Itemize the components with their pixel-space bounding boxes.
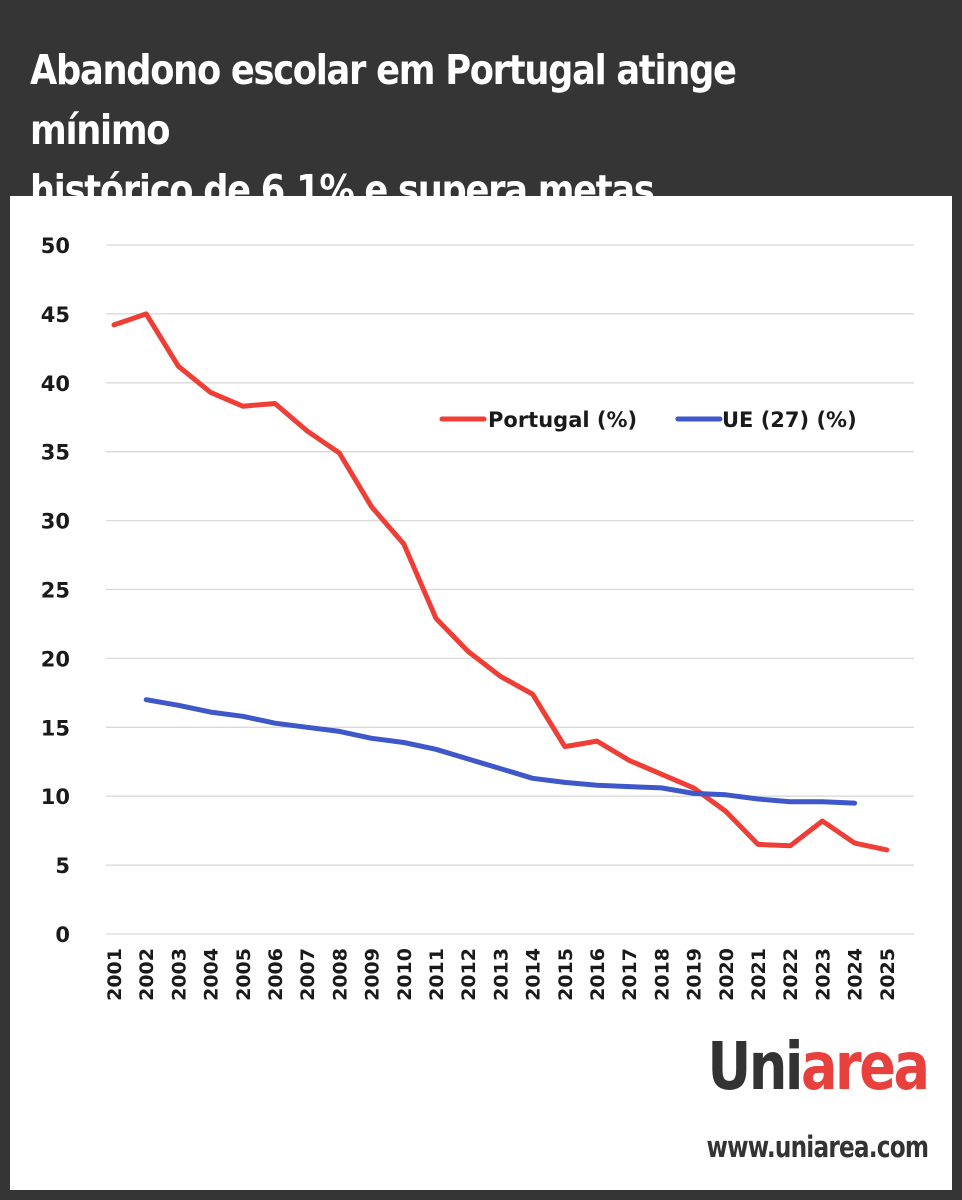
data-point — [885, 848, 889, 852]
data-point — [659, 772, 664, 776]
x-tick-label: 2006 — [265, 948, 287, 1001]
x-tick-label: 2010 — [394, 948, 416, 1001]
data-point — [853, 841, 857, 845]
x-tick-label: 2005 — [233, 948, 255, 1001]
data-point — [466, 649, 470, 654]
x-tick-label: 2019 — [684, 948, 706, 1001]
x-tick-label: 2012 — [458, 948, 480, 1001]
x-tick-label: 2020 — [716, 948, 738, 1001]
data-point — [434, 616, 438, 621]
y-tick-label: 45 — [41, 303, 70, 327]
brand-url: www.uniarea.com — [706, 1130, 929, 1164]
x-tick-label: 2022 — [780, 948, 802, 1001]
data-point — [595, 783, 599, 787]
series-line-ue27 — [143, 697, 858, 806]
data-point — [627, 758, 631, 762]
x-tick-label: 2015 — [555, 948, 577, 1001]
brand-logo: Uniarea — [707, 1028, 931, 1105]
x-tick-label: 2008 — [329, 948, 351, 1001]
x-tick-label: 2024 — [845, 948, 867, 1001]
legend-label: UE (27) (%) — [722, 408, 857, 432]
data-point — [692, 786, 696, 790]
data-point — [209, 710, 213, 714]
data-point — [788, 800, 792, 804]
x-tick-label: 2003 — [168, 948, 190, 1001]
x-tick-label: 2018 — [651, 948, 673, 1001]
data-point — [273, 401, 277, 406]
data-point — [402, 740, 406, 745]
data-point — [402, 542, 406, 546]
x-tick-label: 2007 — [297, 948, 319, 1001]
data-point — [176, 703, 180, 707]
x-tick-label: 2016 — [587, 948, 609, 1001]
data-point — [337, 729, 341, 734]
x-tick-label: 2017 — [619, 948, 641, 1001]
legend-label: Portugal (%) — [488, 408, 637, 432]
brand-name-part2: area — [801, 1028, 930, 1105]
data-point — [241, 404, 245, 408]
y-tick-label: 30 — [41, 510, 70, 534]
x-tick-label: 2013 — [490, 948, 512, 1001]
header: Abandono escolar em Portugal atinge míni… — [0, 0, 962, 274]
data-point — [466, 757, 470, 761]
y-tick-label: 20 — [41, 647, 70, 671]
data-point — [756, 842, 760, 847]
data-point — [692, 791, 696, 796]
data-point — [337, 451, 341, 455]
y-tick-label: 5 — [55, 854, 70, 878]
data-point — [531, 776, 535, 780]
data-point — [595, 739, 599, 743]
data-point — [112, 323, 116, 327]
data-point — [144, 698, 148, 702]
data-point — [627, 784, 631, 789]
y-tick-label: 25 — [41, 579, 70, 603]
data-point — [756, 797, 760, 801]
data-point — [498, 674, 502, 678]
data-point — [241, 714, 245, 718]
y-tick-label: 35 — [41, 441, 70, 465]
data-point — [820, 819, 825, 823]
y-tick-label: 10 — [41, 785, 70, 809]
data-point — [531, 692, 535, 696]
data-point — [305, 725, 309, 729]
data-point — [498, 767, 502, 771]
x-tick-label: 2009 — [362, 948, 384, 1001]
y-tick-label: 40 — [41, 372, 70, 396]
y-tick-label: 0 — [55, 923, 70, 947]
data-point — [659, 786, 664, 790]
data-point — [724, 793, 728, 797]
x-tick-label: 2011 — [426, 948, 448, 1001]
x-tick-label: 2002 — [136, 948, 158, 1001]
data-point — [209, 390, 213, 395]
data-point — [724, 809, 728, 813]
data-point — [563, 744, 567, 749]
data-point — [370, 736, 374, 740]
data-point — [370, 505, 374, 509]
data-point — [434, 747, 438, 751]
x-tick-label: 2014 — [523, 948, 545, 1001]
data-point — [144, 312, 148, 316]
brand-name-part1: Uni — [707, 1028, 804, 1105]
data-point — [176, 364, 180, 368]
data-point — [305, 429, 309, 433]
data-point — [273, 721, 277, 725]
x-tick-label: 2025 — [877, 948, 899, 1001]
data-point — [853, 801, 857, 805]
x-tick-label: 2001 — [104, 948, 126, 1001]
y-tick-label: 50 — [41, 234, 70, 258]
data-point — [820, 800, 825, 804]
chart-panel: 0 5 10 15 20 25 30 35 40 45 50 2001 2002 2003 2004 2005… — [10, 196, 952, 1190]
x-tick-label: 2021 — [748, 948, 770, 1001]
data-point — [563, 780, 567, 785]
x-tick-label: 2023 — [812, 948, 834, 1001]
data-point — [788, 844, 792, 848]
x-tick-label: 2004 — [201, 948, 223, 1001]
y-tick-label: 15 — [41, 716, 70, 740]
